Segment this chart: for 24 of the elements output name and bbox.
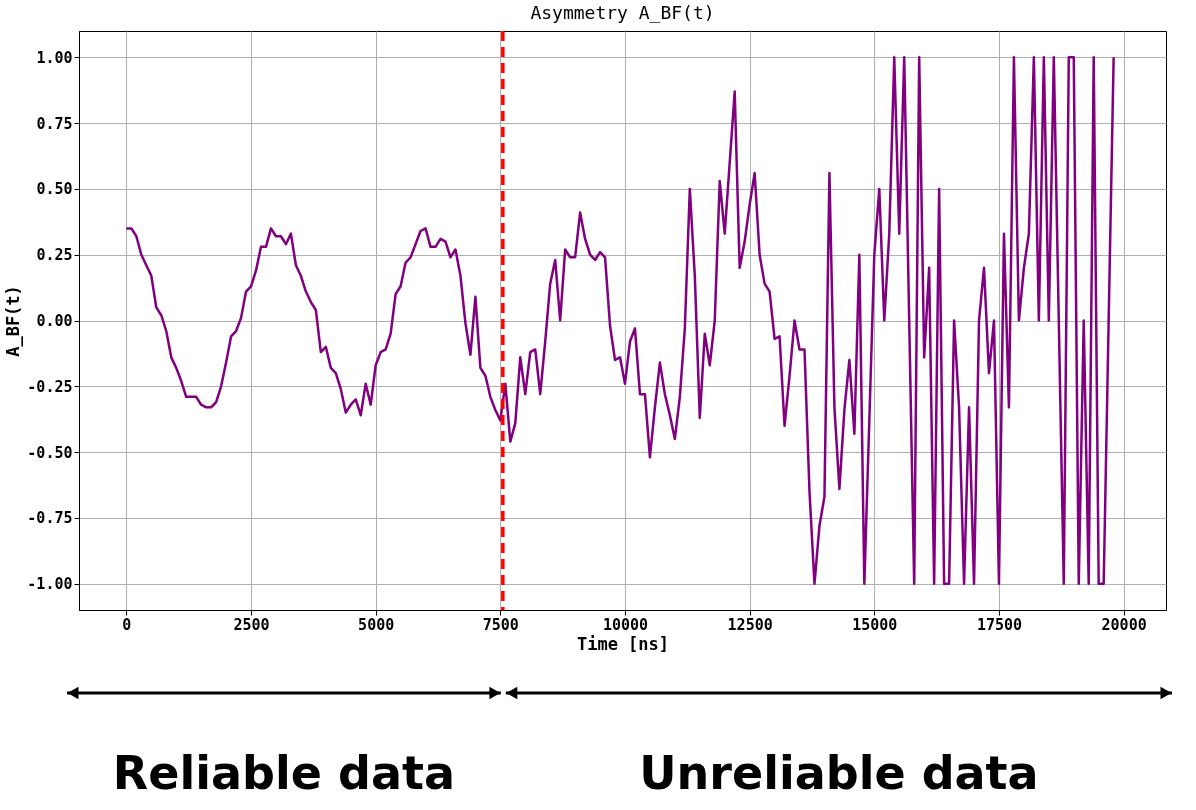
- y-tick-label: -0.75: [27, 509, 73, 528]
- y-tick-label: 0.25: [36, 246, 73, 265]
- x-tick-label: 2500: [233, 615, 270, 634]
- chart-title: Asymmetry A_BF(t): [530, 2, 715, 24]
- x-tick-label: 0: [122, 615, 132, 634]
- y-tick-label: -0.25: [27, 377, 73, 396]
- y-tick-label: -0.50: [27, 443, 73, 462]
- x-tick-label: 7500: [482, 615, 519, 634]
- y-axis-title: A_BF(t): [3, 285, 24, 357]
- x-tick-label: 20000: [1101, 615, 1147, 634]
- x-tick-label: 15000: [852, 615, 898, 634]
- y-tick-label: 0.00: [36, 312, 73, 330]
- y-tick-label: 0.50: [36, 180, 73, 199]
- x-tick-label: 10000: [602, 615, 649, 634]
- x-tick-label: 17500: [976, 615, 1023, 634]
- y-tick-label: 0.75: [36, 114, 73, 133]
- line-series: [125, 56, 1115, 585]
- x-tick-label: 5000: [358, 615, 395, 634]
- text: Reliable data: [112, 746, 455, 800]
- x-axis-title: Time [ns]: [576, 633, 670, 654]
- x-tick-label: 12500: [727, 615, 773, 634]
- text: Unreliable data: [639, 746, 1039, 800]
- y-tick-label: 1.00: [36, 48, 73, 67]
- y-tick-label: -1.00: [27, 575, 73, 594]
